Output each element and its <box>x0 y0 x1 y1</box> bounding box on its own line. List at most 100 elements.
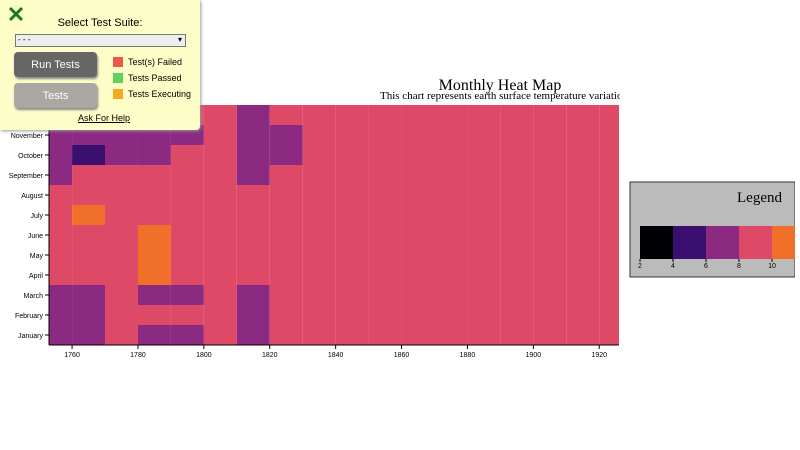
heat-cell <box>500 165 534 185</box>
heat-cell <box>72 325 106 345</box>
suite-select[interactable]: - - - ▾ <box>15 34 186 47</box>
test-panel: Select Test Suite: - - - ▾ Run Tests Test… <box>0 0 200 130</box>
status-label: Tests Executing <box>128 89 192 99</box>
heat-cell <box>203 205 237 225</box>
heat-cell <box>401 105 435 125</box>
heat-cell <box>467 145 501 165</box>
legend-tick-label: 8 <box>737 263 741 270</box>
heat-cell <box>500 145 534 165</box>
heat-cell <box>335 265 369 285</box>
heat-cell <box>335 125 369 145</box>
heat-cell <box>170 325 204 345</box>
heat-cell <box>335 245 369 265</box>
status-swatch <box>113 73 123 83</box>
heat-cell <box>72 305 106 325</box>
heat-cell <box>533 225 567 245</box>
heat-cell <box>170 265 204 285</box>
heat-cell <box>368 165 402 185</box>
heat-cell <box>137 225 171 245</box>
y-tick-label: February <box>15 313 44 320</box>
heat-cell <box>105 145 138 165</box>
heat-cell <box>401 145 435 165</box>
heat-cell <box>49 125 73 145</box>
heat-cell <box>302 245 336 265</box>
heat-cell <box>302 225 336 245</box>
heat-cell <box>599 145 619 165</box>
heat-cell <box>401 225 435 245</box>
heat-cell <box>335 105 369 125</box>
x-tick-label: 1900 <box>526 352 542 359</box>
panel-title: Select Test Suite: <box>57 17 143 29</box>
heat-cell <box>335 225 369 245</box>
heat-cell <box>105 205 138 225</box>
heat-cell <box>566 305 600 325</box>
heat-cell <box>302 105 336 125</box>
heat-cell <box>302 145 336 165</box>
heat-cell <box>170 225 204 245</box>
legend-swatch <box>640 226 673 259</box>
heat-cell <box>566 105 600 125</box>
heat-cell <box>335 285 369 305</box>
heat-cell <box>49 165 73 185</box>
subtitle-mask <box>620 88 800 104</box>
heat-cell <box>533 265 567 285</box>
heat-cell <box>170 305 204 325</box>
heat-cell <box>72 165 106 185</box>
select-text: - - - <box>18 35 31 44</box>
heat-cell <box>269 305 303 325</box>
heat-cell <box>467 285 501 305</box>
heat-cell <box>566 125 600 145</box>
heat-cell <box>500 325 534 345</box>
heat-cell <box>401 165 435 185</box>
heat-cell <box>533 245 567 265</box>
heat-cell <box>533 165 567 185</box>
x-tick-label: 1860 <box>394 352 410 359</box>
heat-cell <box>269 185 303 205</box>
heat-cell <box>49 225 73 245</box>
heat-cell <box>500 265 534 285</box>
heat-cell <box>302 205 336 225</box>
heat-cell <box>170 145 204 165</box>
heat-cell <box>599 305 619 325</box>
legend-tick-label: 2 <box>638 263 642 270</box>
heat-cell <box>203 165 237 185</box>
heat-cell <box>236 265 270 285</box>
heat-cell <box>500 205 534 225</box>
heat-cell <box>599 185 619 205</box>
heat-cell <box>269 125 303 145</box>
heat-cell <box>566 225 600 245</box>
heat-cell <box>236 245 270 265</box>
heat-cell <box>599 225 619 245</box>
heat-cell <box>269 205 303 225</box>
y-tick-label: August <box>21 193 43 200</box>
legend-swatch <box>706 226 739 259</box>
heat-cell <box>434 305 468 325</box>
heat-cell <box>434 225 468 245</box>
legend-swatch <box>739 226 772 259</box>
legend-tick-label: 6 <box>704 263 708 270</box>
heat-cell <box>72 185 106 205</box>
heat-cell <box>137 325 171 345</box>
heat-cell <box>72 145 106 165</box>
heat-cell <box>170 165 204 185</box>
heat-cell <box>236 205 270 225</box>
heat-cell <box>467 165 501 185</box>
heat-cell <box>72 225 106 245</box>
heat-cell <box>137 265 171 285</box>
heat-cell <box>302 285 336 305</box>
heat-cell <box>434 165 468 185</box>
heat-cell <box>170 205 204 225</box>
heat-cell <box>533 205 567 225</box>
heat-cell <box>236 145 270 165</box>
tests-button[interactable]: Tests <box>14 83 97 108</box>
heat-cell <box>137 145 171 165</box>
legend-tick-label: 10 <box>768 263 776 270</box>
heat-cell <box>269 325 303 345</box>
heat-cell <box>203 125 237 145</box>
heat-cell <box>500 285 534 305</box>
help-link[interactable]: Ask For Help <box>78 113 131 123</box>
heat-cell <box>49 245 73 265</box>
run-button[interactable]: Run Tests <box>14 52 97 77</box>
heat-cell <box>203 305 237 325</box>
close-icon[interactable] <box>8 6 24 22</box>
